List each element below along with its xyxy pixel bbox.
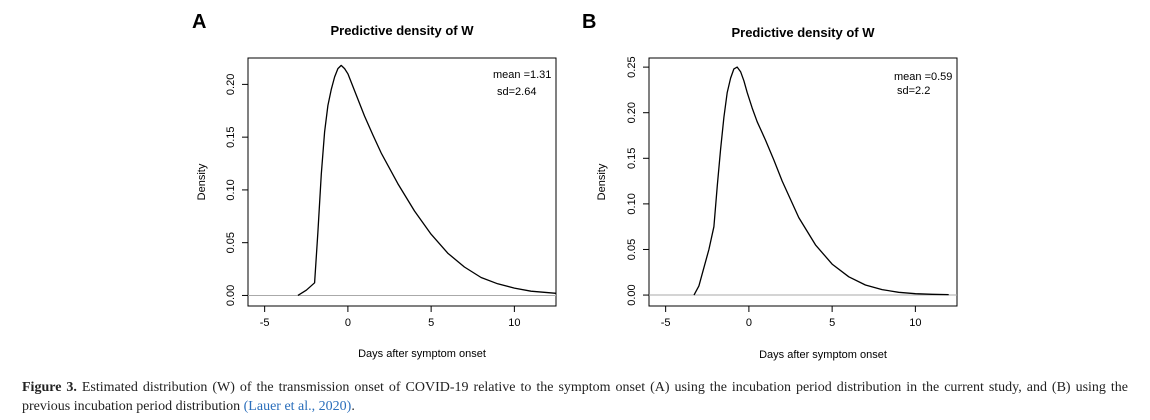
plot-title: Predictive density of W [330,23,474,38]
mean-annotation: mean =0.59 [894,71,952,83]
y-tick-label: 0.00 [626,284,638,305]
figure-caption: Figure 3. Estimated distribution (W) of … [22,378,1128,416]
panel-letter: B [582,11,596,33]
plot-title: Predictive density of W [731,25,875,40]
y-tick-label: 0.05 [626,239,638,260]
y-tick-label: 0.10 [225,179,237,200]
x-axis-label: Days after symptom onset [358,348,486,360]
panel-b: B Predictive density of W -5 0 5 10 0.00 0.05 0.… [582,11,958,361]
caption-text: Estimated distribution (W) of the transm… [22,380,1128,414]
x-tick-label: 0 [746,317,752,329]
x-tick-label: 0 [345,317,351,329]
y-tick-label: 0.15 [626,148,638,169]
x-axis-label: Days after symptom onset [759,349,887,361]
plot-frame [247,57,557,307]
sd-annotation: sd=2.2 [897,85,930,97]
sd-annotation: sd=2.64 [497,86,536,98]
density-curve [693,66,949,296]
caption-end: . [351,399,355,414]
panel-letter: A [192,11,206,33]
y-axis-label: Density [596,163,608,200]
y-tick-label: 0.00 [225,285,237,306]
y-tick-label: 0.05 [225,232,237,253]
y-tick-label: 0.10 [626,193,638,214]
y-tick-label: 0.25 [626,56,638,77]
citation-link[interactable]: (Lauer et al., 2020) [243,399,352,414]
y-tick-label: 0.15 [225,126,237,147]
figure-3: A Predictive density of W -5 0 5 10 0.00 0.05 0.… [192,11,958,361]
caption-label: Figure 3. [22,380,77,395]
x-tick-label: -5 [260,317,270,329]
plot-frame [648,57,958,307]
x-tick-label: 5 [428,317,434,329]
x-tick-label: -5 [661,317,671,329]
mean-annotation: mean =1.31 [493,69,551,81]
panel-a: A Predictive density of W -5 0 5 10 0.00 0.05 0.… [192,11,557,360]
x-tick-label: 10 [508,317,520,329]
density-curve [297,64,557,296]
y-axis-label: Density [196,163,208,200]
y-tick-label: 0.20 [626,102,638,123]
y-tick-label: 0.20 [225,74,237,95]
x-tick-label: 10 [909,317,921,329]
x-tick-label: 5 [829,317,835,329]
